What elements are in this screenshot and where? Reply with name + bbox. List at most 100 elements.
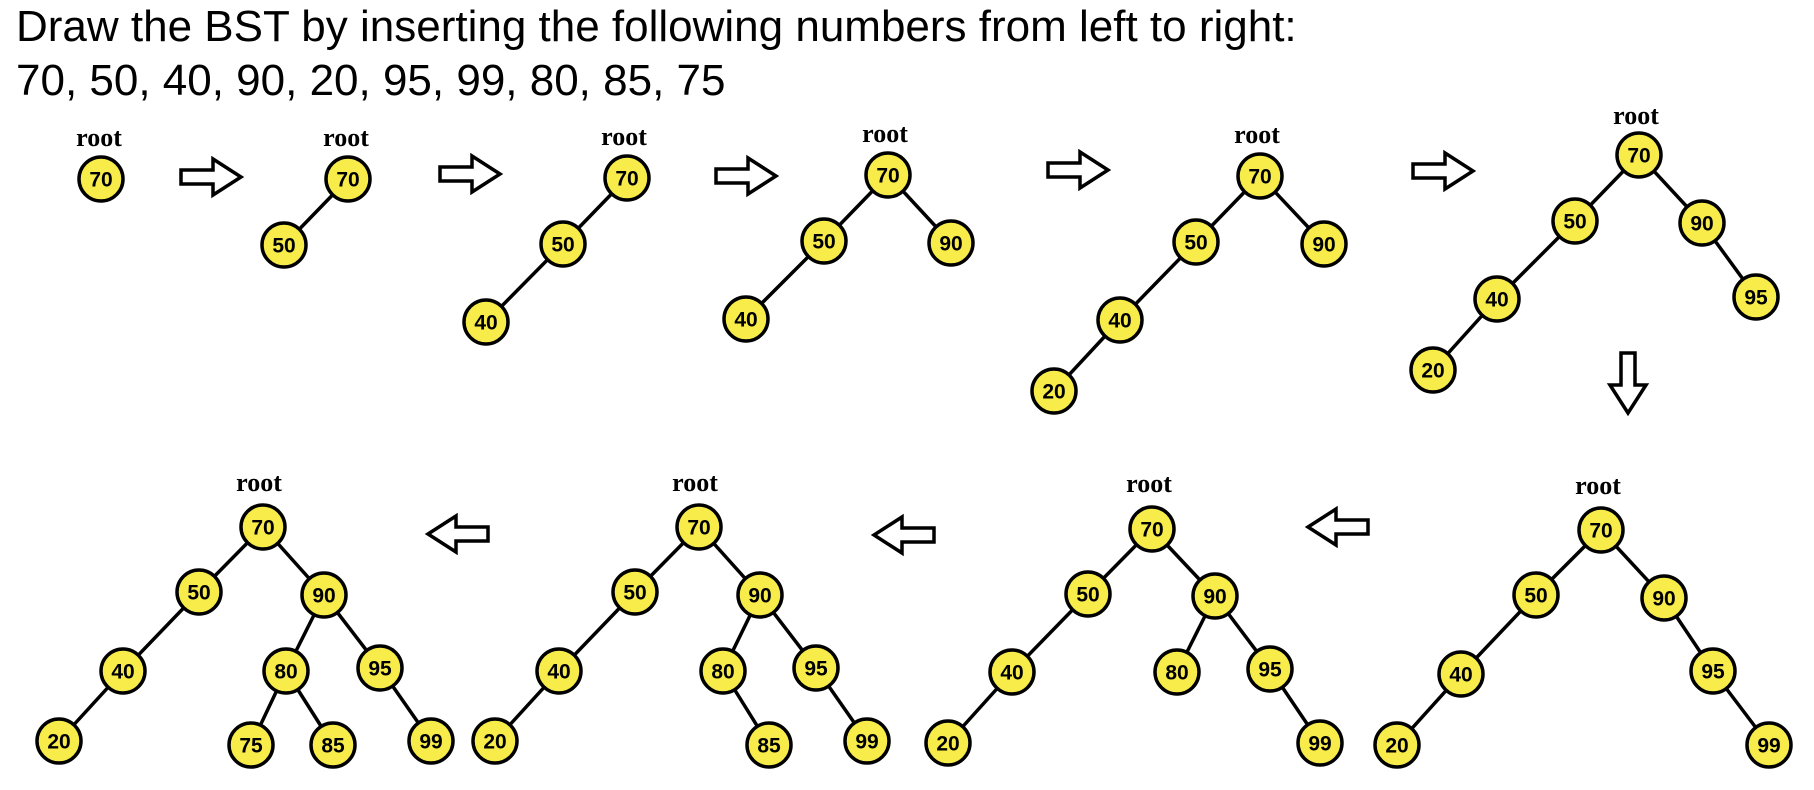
tree-node-95: 95 <box>356 644 404 692</box>
node-value: 99 <box>855 731 878 754</box>
node-circle <box>1577 506 1625 554</box>
node-circle <box>324 155 372 203</box>
node-circle <box>35 717 83 765</box>
node-value: 40 <box>1108 310 1131 333</box>
node-circle <box>1096 296 1144 344</box>
node-circle <box>611 568 659 616</box>
node-circle <box>1551 197 1599 245</box>
tree-node-70: 70 <box>864 151 912 199</box>
node-value: 90 <box>1203 586 1226 609</box>
tree-node-70: 70 <box>1577 506 1625 554</box>
bst-step-8: root 70 50 90 40 80 95 20 99 <box>924 469 1344 767</box>
node-value: 70 <box>687 517 710 540</box>
tree-node-75: 75 <box>227 721 275 769</box>
root-label: root <box>323 123 369 152</box>
node-value: 90 <box>1312 234 1335 257</box>
tree-node-85: 85 <box>309 721 357 769</box>
tree-node-70: 70 <box>239 503 287 551</box>
root-label: root <box>1126 469 1172 498</box>
node-circle <box>1615 131 1663 179</box>
tree-node-50: 50 <box>800 217 848 265</box>
node-value: 95 <box>1744 287 1768 310</box>
bst-step-3: root 70 50 40 <box>462 122 651 346</box>
node-value: 20 <box>1421 360 1444 383</box>
tree-node-95: 95 <box>1246 645 1294 693</box>
node-circle <box>1191 572 1239 620</box>
step-arrow-right-icon <box>1411 149 1477 193</box>
bst-step-6: root 70 50 90 40 95 20 <box>1409 101 1780 394</box>
node-circle <box>843 717 891 765</box>
tree-node-40: 40 <box>1473 275 1521 323</box>
tree-node-20: 20 <box>35 717 83 765</box>
node-value: 70 <box>1627 145 1650 168</box>
tree-node-50: 50 <box>611 568 659 616</box>
node-value: 90 <box>748 585 771 608</box>
node-circle <box>356 644 404 692</box>
node-value: 50 <box>1184 232 1207 255</box>
node-circle <box>539 220 587 268</box>
node-circle <box>1745 721 1793 769</box>
node-circle <box>988 648 1036 696</box>
node-circle <box>175 568 223 616</box>
tree-node-90: 90 <box>300 571 348 619</box>
node-circle <box>1246 645 1294 693</box>
step-arrow-right-icon <box>1046 148 1112 192</box>
node-value: 40 <box>1485 289 1508 312</box>
node-circle <box>1153 648 1201 696</box>
node-value: 95 <box>804 658 828 681</box>
step-arrow-down-icon <box>1606 351 1650 417</box>
node-circle <box>800 217 848 265</box>
node-circle <box>699 647 747 695</box>
node-value: 70 <box>876 165 899 188</box>
bst-step-4: root 70 50 90 40 <box>722 119 975 343</box>
node-circle <box>864 151 912 199</box>
node-value: 20 <box>1042 381 1065 404</box>
node-circle <box>227 721 275 769</box>
tree-node-20: 20 <box>1030 367 1078 415</box>
node-value: 70 <box>251 517 274 540</box>
node-value: 80 <box>1165 662 1188 685</box>
node-value: 95 <box>368 658 392 681</box>
node-circle <box>792 644 840 692</box>
node-value: 70 <box>89 169 112 192</box>
node-value: 40 <box>1449 664 1472 687</box>
node-value: 90 <box>1652 588 1675 611</box>
node-value: 95 <box>1258 659 1282 682</box>
tree-node-90: 90 <box>1191 572 1239 620</box>
tree-node-70: 70 <box>603 154 651 202</box>
node-value: 85 <box>321 735 345 758</box>
title-line-1: Draw the BST by inserting the following … <box>16 2 1297 51</box>
node-circle <box>1300 220 1348 268</box>
node-value: 50 <box>1563 211 1586 234</box>
node-circle <box>300 571 348 619</box>
node-value: 70 <box>1589 520 1612 543</box>
node-circle <box>1689 647 1737 695</box>
tree-node-70: 70 <box>324 155 372 203</box>
node-circle <box>927 219 975 267</box>
node-value: 40 <box>474 312 497 335</box>
node-circle <box>535 647 583 695</box>
node-value: 50 <box>551 234 574 257</box>
node-value: 70 <box>1140 519 1163 542</box>
node-value: 40 <box>111 661 134 684</box>
tree-node-50: 50 <box>539 220 587 268</box>
tree-node-99: 99 <box>1745 721 1793 769</box>
tree-node-99: 99 <box>843 717 891 765</box>
root-label: root <box>76 123 122 152</box>
tree-node-90: 90 <box>736 571 784 619</box>
tree-node-70: 70 <box>675 503 723 551</box>
tree-node-20: 20 <box>924 719 972 767</box>
step-arrow-left-icon <box>424 512 490 556</box>
node-circle <box>722 295 770 343</box>
node-value: 85 <box>757 735 781 758</box>
node-circle <box>736 571 784 619</box>
step-arrow-right-icon <box>179 155 245 199</box>
node-value: 20 <box>1385 735 1408 758</box>
node-value: 40 <box>547 661 570 684</box>
tree-node-90: 90 <box>1640 574 1688 622</box>
node-circle <box>745 721 793 769</box>
node-circle <box>1296 719 1344 767</box>
node-value: 90 <box>939 233 962 256</box>
node-value: 95 <box>1701 661 1725 684</box>
root-label: root <box>601 122 647 151</box>
